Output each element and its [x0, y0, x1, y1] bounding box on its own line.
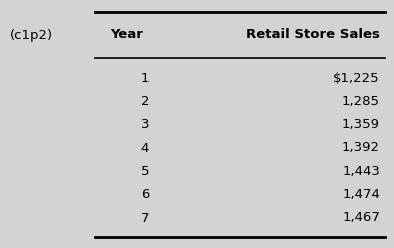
Text: 1,285: 1,285 — [342, 95, 380, 108]
Text: (c1p2): (c1p2) — [10, 29, 53, 41]
Text: 2: 2 — [141, 95, 149, 108]
Text: 6: 6 — [141, 188, 149, 201]
Text: 1,359: 1,359 — [342, 118, 380, 131]
Text: 1: 1 — [141, 71, 149, 85]
Text: 7: 7 — [141, 212, 149, 224]
Text: 1,443: 1,443 — [342, 165, 380, 178]
Text: $1,225: $1,225 — [333, 71, 380, 85]
Text: Year: Year — [110, 29, 143, 41]
Text: 4: 4 — [141, 142, 149, 155]
Text: 1,467: 1,467 — [342, 212, 380, 224]
Text: 5: 5 — [141, 165, 149, 178]
Text: 1,392: 1,392 — [342, 142, 380, 155]
Text: 3: 3 — [141, 118, 149, 131]
Text: Retail Store Sales: Retail Store Sales — [246, 29, 380, 41]
Text: 1,474: 1,474 — [342, 188, 380, 201]
